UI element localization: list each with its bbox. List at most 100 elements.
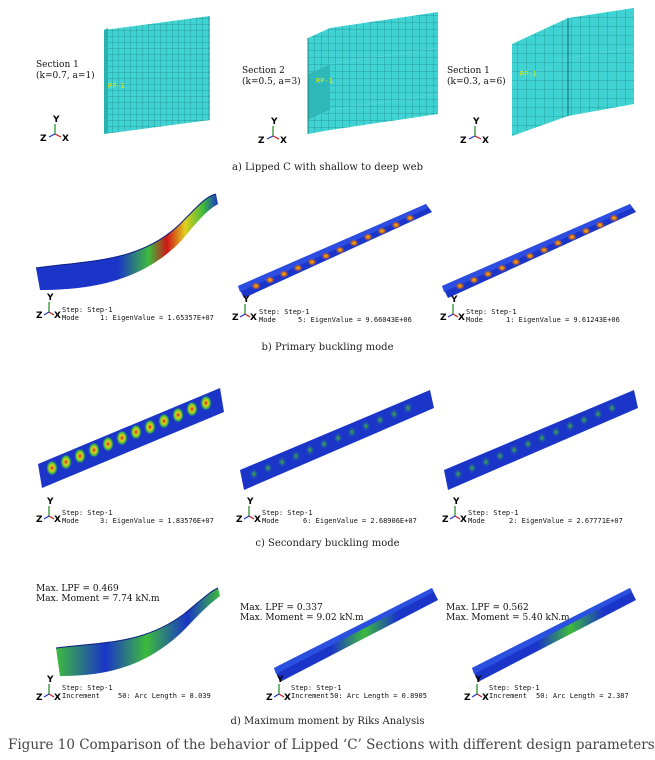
eigenvalue: 2: EigenValue = 2.67771E+07 <box>509 517 623 525</box>
secondary-buckling-1 <box>38 388 224 488</box>
svg-text:Y: Y <box>242 295 250 305</box>
svg-text:Y: Y <box>450 295 458 305</box>
step-label: Step: Step-1 <box>291 684 342 692</box>
caption-c: c) Secondary buckling mode <box>255 538 400 549</box>
svg-text:Z: Z <box>36 515 43 525</box>
mesh-panel-2 <box>307 12 438 134</box>
svg-text:Z: Z <box>40 134 47 144</box>
axis-triad-icon: Y Z X <box>442 497 467 525</box>
axis-triad-icon: Y Z X <box>40 115 69 144</box>
increment-label: Increment <box>291 692 329 700</box>
max-moment: Max. Moment = 9.02 kN.m <box>240 613 364 623</box>
mode-label: Mode <box>62 517 79 525</box>
section-params: (k=0.3, a=6) <box>447 77 506 87</box>
svg-text:X: X <box>62 134 69 144</box>
primary-buckling-3 <box>442 204 636 298</box>
section-label: Section 2 <box>242 66 285 76</box>
axis-triad-icon: Y Z X <box>236 497 261 525</box>
axis-triad-icon: Y Z X <box>440 295 465 323</box>
svg-text:X: X <box>482 693 489 703</box>
step-label: Step: Step-1 <box>489 684 540 692</box>
section-label: Section 1 <box>447 66 490 76</box>
section-params: (k=0.5, a=3) <box>242 77 301 87</box>
mode-label: Mode <box>259 316 276 324</box>
caption-b: b) Primary buckling mode <box>261 342 394 353</box>
eigenvalue: 1: EigenValue = 9.61243E+06 <box>506 316 620 324</box>
svg-text:Z: Z <box>236 515 243 525</box>
mode-label: Mode <box>62 314 79 322</box>
svg-text:Y: Y <box>452 497 460 507</box>
axis-triad-icon: Y Z X <box>258 117 287 146</box>
axis-triad-icon: Y Z X <box>464 675 489 703</box>
max-lpf: Max. LPF = 0.562 <box>446 603 529 613</box>
svg-text:Z: Z <box>258 136 265 146</box>
svg-text:X: X <box>254 515 261 525</box>
axis-triad-icon: Y Z X <box>36 293 61 321</box>
rp-label: RP-1 <box>108 82 125 90</box>
rp-label: RP-1 <box>520 70 537 78</box>
caption-d: d) Maximum moment by Riks Analysis <box>230 716 425 727</box>
max-lpf: Max. LPF = 0.337 <box>240 603 323 613</box>
arc-length: 50: Arc Length = 8.039 <box>118 692 211 700</box>
svg-text:Y: Y <box>52 115 60 125</box>
axis-triad-icon: Y Z X <box>36 497 61 525</box>
svg-text:Y: Y <box>246 497 254 507</box>
svg-text:Z: Z <box>440 313 447 323</box>
svg-text:X: X <box>460 515 467 525</box>
svg-text:Z: Z <box>266 693 273 703</box>
svg-text:Y: Y <box>270 117 278 127</box>
mode-label: Mode <box>468 517 485 525</box>
svg-text:X: X <box>250 313 257 323</box>
arc-length: 50: Arc Length = 0.8905 <box>330 692 427 700</box>
svg-text:X: X <box>482 136 489 146</box>
svg-text:Y: Y <box>276 675 284 685</box>
svg-text:Y: Y <box>46 675 54 685</box>
primary-buckling-1 <box>35 193 218 290</box>
axis-triad-icon: Y Z X <box>266 675 291 703</box>
section-label: Section 1 <box>36 60 79 70</box>
svg-text:X: X <box>458 313 465 323</box>
axis-triad-icon: Y Z X <box>232 295 257 323</box>
rp-label: RP-1 <box>316 77 333 85</box>
mode-label: Mode <box>466 316 483 324</box>
eigenvalue: 1: EigenValue = 1.65357E+07 <box>100 314 214 322</box>
mesh-panel-3 <box>512 8 634 136</box>
secondary-buckling-2 <box>240 390 434 490</box>
increment-label: Increment <box>62 692 100 700</box>
eigenvalue: 5: EigenValue = 9.66043E+06 <box>298 316 412 324</box>
svg-text:X: X <box>284 693 291 703</box>
step-label: Step: Step-1 <box>468 509 519 517</box>
svg-text:Y: Y <box>46 497 54 507</box>
increment-label: Increment <box>489 692 527 700</box>
arc-length: 50: Arc Length = 2.387 <box>536 692 629 700</box>
step-label: Step: Step-1 <box>62 509 113 517</box>
max-moment: Max. Moment = 7.74 kN.m <box>36 594 160 604</box>
step-label: Step: Step-1 <box>62 306 113 314</box>
figure-caption: Figure 10 Comparison of the behavior of … <box>8 737 655 753</box>
svg-text:Z: Z <box>36 311 43 321</box>
svg-text:Y: Y <box>472 117 480 127</box>
mesh-panel-1 <box>104 16 210 134</box>
axis-triad-icon: Y Z X <box>460 117 489 146</box>
step-label: Step: Step-1 <box>259 308 310 316</box>
primary-buckling-2 <box>238 204 432 298</box>
svg-text:Z: Z <box>460 136 467 146</box>
eigenvalue: 3: EigenValue = 1.83576E+07 <box>100 517 214 525</box>
svg-text:X: X <box>280 136 287 146</box>
svg-text:Z: Z <box>232 313 239 323</box>
svg-text:Z: Z <box>36 693 43 703</box>
svg-text:Y: Y <box>46 293 54 303</box>
max-moment: Max. Moment = 5.40 kN.m <box>446 613 570 623</box>
svg-text:X: X <box>54 515 61 525</box>
svg-text:X: X <box>54 311 61 321</box>
section-params: (k=0.7, a=1) <box>36 71 95 81</box>
riks-panel-1 <box>55 587 220 676</box>
svg-text:Y: Y <box>474 675 482 685</box>
caption-a: a) Lipped C with shallow to deep web <box>231 162 423 173</box>
svg-text:X: X <box>54 693 61 703</box>
step-label: Step: Step-1 <box>62 684 113 692</box>
axis-triad-icon: Y Z X <box>36 675 61 703</box>
step-label: Step: Step-1 <box>262 509 313 517</box>
eigenvalue: 6: EigenValue = 2.68906E+07 <box>303 517 417 525</box>
mode-label: Mode <box>262 517 279 525</box>
